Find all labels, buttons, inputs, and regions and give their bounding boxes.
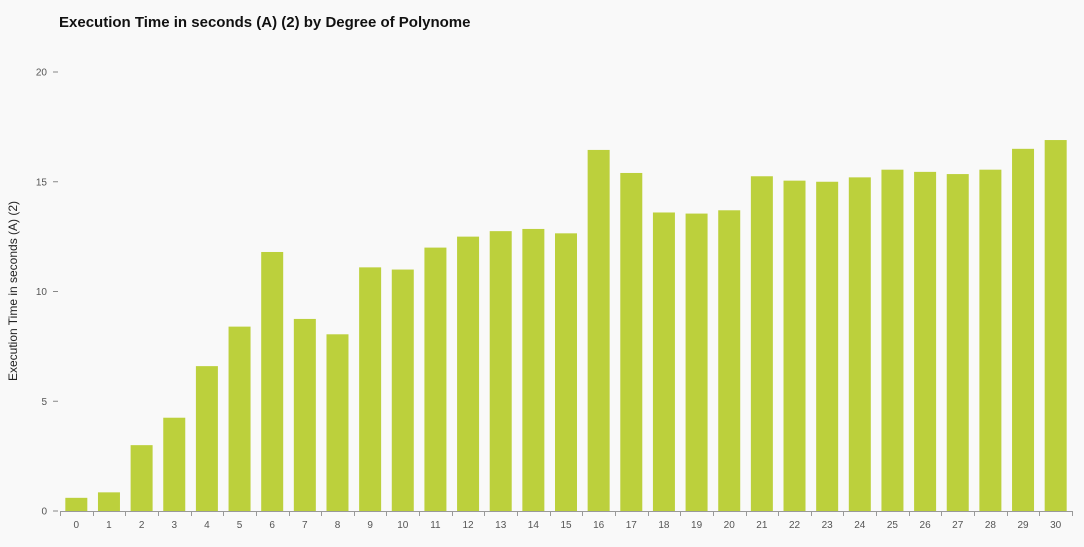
y-tick-label: 10 — [36, 287, 48, 298]
bar-8[interactable] — [326, 334, 349, 511]
x-tick-label: 3 — [171, 520, 177, 531]
x-tick-label: 6 — [269, 520, 275, 531]
x-tick-label: 18 — [658, 520, 670, 531]
bar-22[interactable] — [783, 180, 806, 511]
bar-1[interactable] — [97, 492, 120, 511]
x-tick-label: 23 — [822, 520, 834, 531]
chart-title: Execution Time in seconds (A) (2) by Deg… — [59, 14, 471, 31]
y-tick-label: 0 — [41, 507, 47, 518]
bar-27[interactable] — [946, 174, 969, 511]
bar-30[interactable] — [1044, 140, 1067, 512]
bar-9[interactable] — [359, 267, 382, 511]
bar-28[interactable] — [979, 169, 1002, 512]
bar-29[interactable] — [1012, 148, 1035, 511]
x-tick-label: 5 — [237, 520, 243, 531]
x-tick-label: 20 — [724, 520, 736, 531]
x-tick-label: 1 — [106, 520, 112, 531]
x-tick-label: 21 — [756, 520, 768, 531]
bar-14[interactable] — [522, 228, 545, 511]
x-tick-label: 30 — [1050, 520, 1062, 531]
x-tick-label: 11 — [430, 520, 441, 531]
bar-17[interactable] — [620, 172, 643, 511]
x-tick-label: 10 — [397, 520, 409, 531]
bar-25[interactable] — [881, 169, 904, 512]
bar-18[interactable] — [652, 212, 675, 512]
x-tick-label: 24 — [854, 520, 866, 531]
bar-26[interactable] — [914, 171, 937, 511]
x-tick-label: 27 — [952, 520, 964, 531]
x-tick-label: 17 — [626, 520, 638, 531]
x-tick-label: 22 — [789, 520, 801, 531]
x-tick-label: 28 — [985, 520, 997, 531]
y-axis-title: Execution Time in seconds (A) (2) — [6, 201, 20, 381]
x-tick-label: 9 — [367, 520, 373, 531]
x-tick-label: 25 — [887, 520, 899, 531]
x-tick-label: 0 — [74, 520, 80, 531]
bar-5[interactable] — [228, 326, 251, 511]
bar-2[interactable] — [130, 445, 153, 511]
x-tick-label: 13 — [495, 520, 507, 531]
bar-7[interactable] — [293, 318, 316, 511]
x-tick-label: 29 — [1017, 520, 1029, 531]
y-tick-label: 5 — [41, 397, 47, 408]
bar-12[interactable] — [457, 236, 480, 511]
x-tick-label: 14 — [528, 520, 540, 531]
bar-0[interactable] — [65, 497, 88, 511]
x-tick-label: 12 — [463, 520, 475, 531]
bar-21[interactable] — [750, 176, 773, 511]
x-tick-label: 7 — [302, 520, 308, 531]
x-tick-label: 19 — [691, 520, 703, 531]
bar-4[interactable] — [195, 366, 218, 511]
bar-20[interactable] — [718, 210, 741, 511]
bar-23[interactable] — [816, 181, 839, 511]
x-tick-label: 4 — [204, 520, 210, 531]
x-tick-label: 15 — [560, 520, 572, 531]
x-tick-label: 2 — [139, 520, 145, 531]
bar-16[interactable] — [587, 149, 610, 512]
x-tick-label: 26 — [920, 520, 932, 531]
y-tick-label: 20 — [36, 68, 48, 79]
bar-19[interactable] — [685, 213, 708, 511]
x-tick-label: 8 — [335, 520, 341, 531]
bar-10[interactable] — [391, 269, 414, 511]
x-tick-label: 16 — [593, 520, 605, 531]
bar-6[interactable] — [261, 251, 284, 512]
bar-24[interactable] — [848, 177, 871, 512]
bar-13[interactable] — [489, 231, 512, 511]
bar-15[interactable] — [555, 233, 577, 511]
y-tick-label: 15 — [36, 177, 48, 188]
bar-11[interactable] — [424, 247, 447, 511]
bar-3[interactable] — [163, 417, 186, 511]
